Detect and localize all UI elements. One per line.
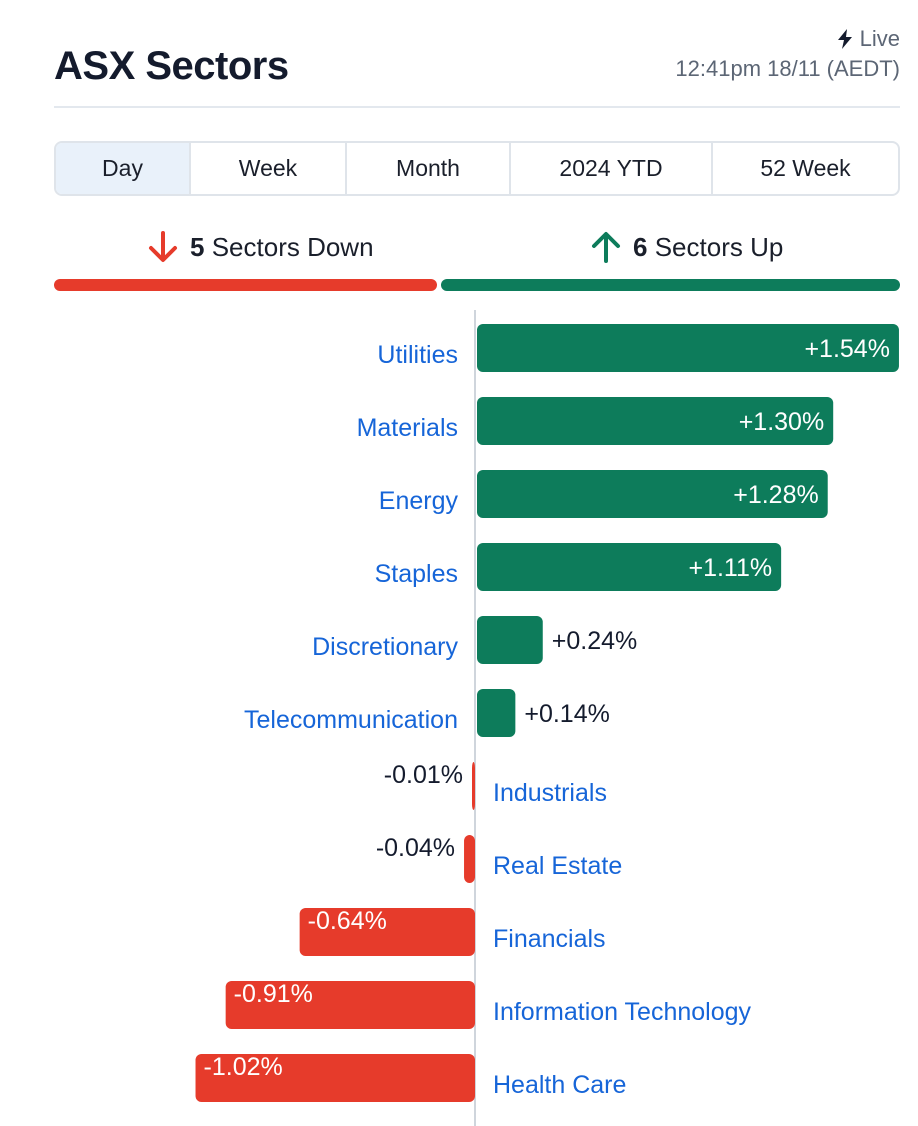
value-label-energy: +1.28% (733, 481, 819, 509)
sector-bar-chart: +1.54% Utilities +1.30% Materials +1.28% Ener… (195, 310, 899, 1126)
value-label-health-care: -1.02% (204, 1053, 283, 1081)
period-tabs: Day Week Month 2024 YTD 52 Week (54, 141, 900, 196)
lightning-icon (837, 29, 852, 49)
category-label-information-technology[interactable]: Information Technology (493, 998, 752, 1026)
category-label-utilities[interactable]: Utilities (377, 341, 458, 369)
bar-utilities (477, 324, 899, 372)
value-label-staples: +1.11% (688, 554, 772, 582)
sectors-up-count: 6 (633, 231, 648, 262)
bar-industrials (472, 762, 475, 810)
category-label-telecommunication[interactable]: Telecommunication (244, 706, 458, 734)
bar-staples (477, 543, 782, 591)
tab-day[interactable]: Day (56, 143, 191, 194)
bar-real-estate (464, 835, 475, 883)
sectors-up-summary: 6 Sectors Up (589, 225, 783, 269)
category-label-energy[interactable]: Energy (379, 487, 459, 515)
category-label-staples[interactable]: Staples (375, 560, 458, 588)
up-share-bar (441, 279, 900, 291)
bar-materials (477, 397, 834, 445)
header: ASX Sectors Live 12:41pm 18/11 (AEDT) (54, 24, 900, 108)
live-indicator: Live (836, 26, 900, 52)
tab-month[interactable]: Month (347, 143, 511, 194)
value-label-telecommunication: +0.14% (524, 700, 610, 728)
value-label-industrials: -0.01% (384, 761, 463, 789)
tab-2024-ytd[interactable]: 2024 YTD (511, 143, 713, 194)
category-label-financials[interactable]: Financials (493, 925, 606, 953)
category-label-materials[interactable]: Materials (357, 414, 458, 442)
category-label-discretionary[interactable]: Discretionary (312, 633, 458, 661)
bar-discretionary (477, 616, 543, 664)
tab-52-week[interactable]: 52 Week (760, 155, 851, 181)
arrow-down-icon (149, 231, 177, 262)
value-label-financials: -0.64% (308, 907, 387, 935)
sectors-up-label: Sectors Up (654, 231, 784, 262)
bar-energy (477, 470, 828, 518)
arrow-up-icon (592, 232, 620, 263)
bar-telecommunication (477, 689, 516, 737)
bar-information-technology (225, 981, 475, 1029)
value-label-discretionary: +0.24% (552, 627, 638, 655)
bar-health-care (195, 1054, 475, 1102)
sectors-down-summary: 5 Sectors Down (146, 225, 374, 269)
timestamp: 12:41pm 18/11 (AEDT) (675, 56, 900, 81)
category-label-industrials[interactable]: Industrials (493, 779, 607, 807)
value-label-real-estate: -0.04% (376, 834, 455, 862)
value-label-utilities: +1.54% (804, 335, 890, 363)
tab-week[interactable]: Week (191, 143, 347, 194)
sectors-down-count: 5 (190, 231, 205, 262)
bar-financials (299, 908, 475, 956)
live-label: Live (859, 26, 900, 51)
value-label-information-technology: -0.91% (234, 980, 313, 1008)
value-label-materials: +1.30% (739, 408, 825, 436)
down-share-bar (54, 279, 437, 291)
sectors-down-label: Sectors Down (211, 231, 374, 262)
category-label-health-care[interactable]: Health Care (493, 1071, 626, 1099)
page-title: ASX Sectors (54, 44, 289, 88)
category-label-real-estate[interactable]: Real Estate (493, 852, 622, 880)
